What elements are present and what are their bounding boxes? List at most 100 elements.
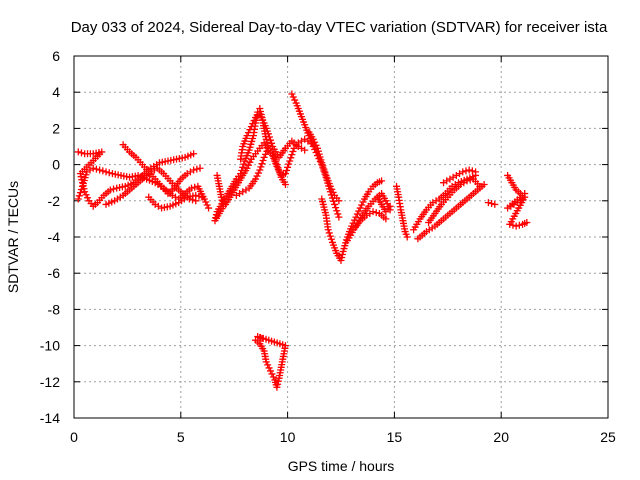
data-point [264,361,272,369]
data-point [75,192,83,200]
data-point [328,185,336,193]
data-point [264,130,272,138]
data-point [258,160,266,168]
data-point [311,138,319,146]
series-track-r [414,181,488,243]
data-point [338,250,346,258]
data-point [262,358,270,366]
data-point [476,182,484,190]
data-point [203,201,211,209]
data-marks [74,90,531,391]
data-point [198,193,206,201]
data-point [92,165,100,173]
data-point [195,192,203,200]
data-point [258,334,266,342]
data-point [338,254,346,262]
y-tick-label: 4 [52,84,60,100]
data-point [358,201,366,209]
data-point [202,198,210,206]
series-track-t [440,166,480,187]
x-tick-label: 0 [70,429,78,445]
data-point [288,90,296,98]
data-point [466,176,474,184]
data-point [484,199,492,207]
data-point [326,182,334,190]
y-tick-label: 6 [52,48,60,64]
series-track-i [237,110,309,163]
y-tick-label: 2 [52,120,60,136]
data-point [372,209,380,217]
data-point [274,164,282,172]
series-track-h [232,144,289,199]
data-point [77,173,85,181]
data-point [359,198,367,206]
y-tick-label: -12 [40,374,60,390]
chart-title: Day 033 of 2024, Sidereal Day-to-day VTE… [71,19,608,36]
data-point [205,204,213,212]
data-point [321,168,329,176]
data-point [301,146,309,154]
data-point [275,167,283,175]
data-point [84,194,92,202]
x-tick-label: 15 [387,429,403,445]
data-point [74,148,82,156]
data-point [403,233,411,241]
data-point [273,161,281,169]
y-tick-label: -14 [40,410,60,426]
series-track-v [504,171,531,230]
data-point [325,229,333,237]
data-point [382,197,390,205]
data-point [378,177,386,185]
data-point [99,167,107,175]
data-point [465,166,473,174]
data-point [326,232,334,240]
x-tick-label: 25 [600,429,616,445]
data-point [335,197,343,205]
data-point [274,380,282,388]
data-point [192,191,200,199]
x-tick-label: 10 [280,429,296,445]
data-point [89,164,97,172]
data-point [329,188,337,196]
data-point [217,193,225,201]
data-point [102,168,110,176]
data-point [187,184,195,192]
data-point [356,204,364,212]
data-point [463,177,471,185]
data-point [265,364,273,372]
data-point [283,166,291,174]
data-point [509,221,517,229]
data-point [332,204,340,212]
data-point [274,377,282,385]
data-point [488,200,496,208]
data-point [287,154,295,162]
data-point [76,189,84,197]
data-point [82,191,90,199]
data-point [472,168,480,176]
axis-ticks: 0 5 10 15 20 25 -14 -12 -10 -8 -6 -4 -2 0 2 4 6 [40,48,616,445]
data-point [512,222,520,230]
data-point [286,157,294,165]
data-point [240,160,248,168]
data-point [318,159,326,167]
data-point [76,170,84,178]
data-point [193,165,201,173]
data-point [268,139,276,147]
data-point [244,129,252,137]
data-point [253,172,261,180]
data-point [320,165,328,173]
data-point [249,120,257,128]
series-track-u [484,199,499,208]
series-track-p [393,182,411,241]
data-point [352,213,360,221]
data-point [105,169,113,177]
data-point [327,235,335,243]
data-point [106,186,114,194]
data-point [196,164,204,172]
data-point [289,147,297,155]
data-point [284,163,292,171]
x-axis-label: GPS time / hours [288,458,395,474]
data-point [212,211,220,219]
data-point [246,158,254,166]
series-track-l [318,177,386,265]
